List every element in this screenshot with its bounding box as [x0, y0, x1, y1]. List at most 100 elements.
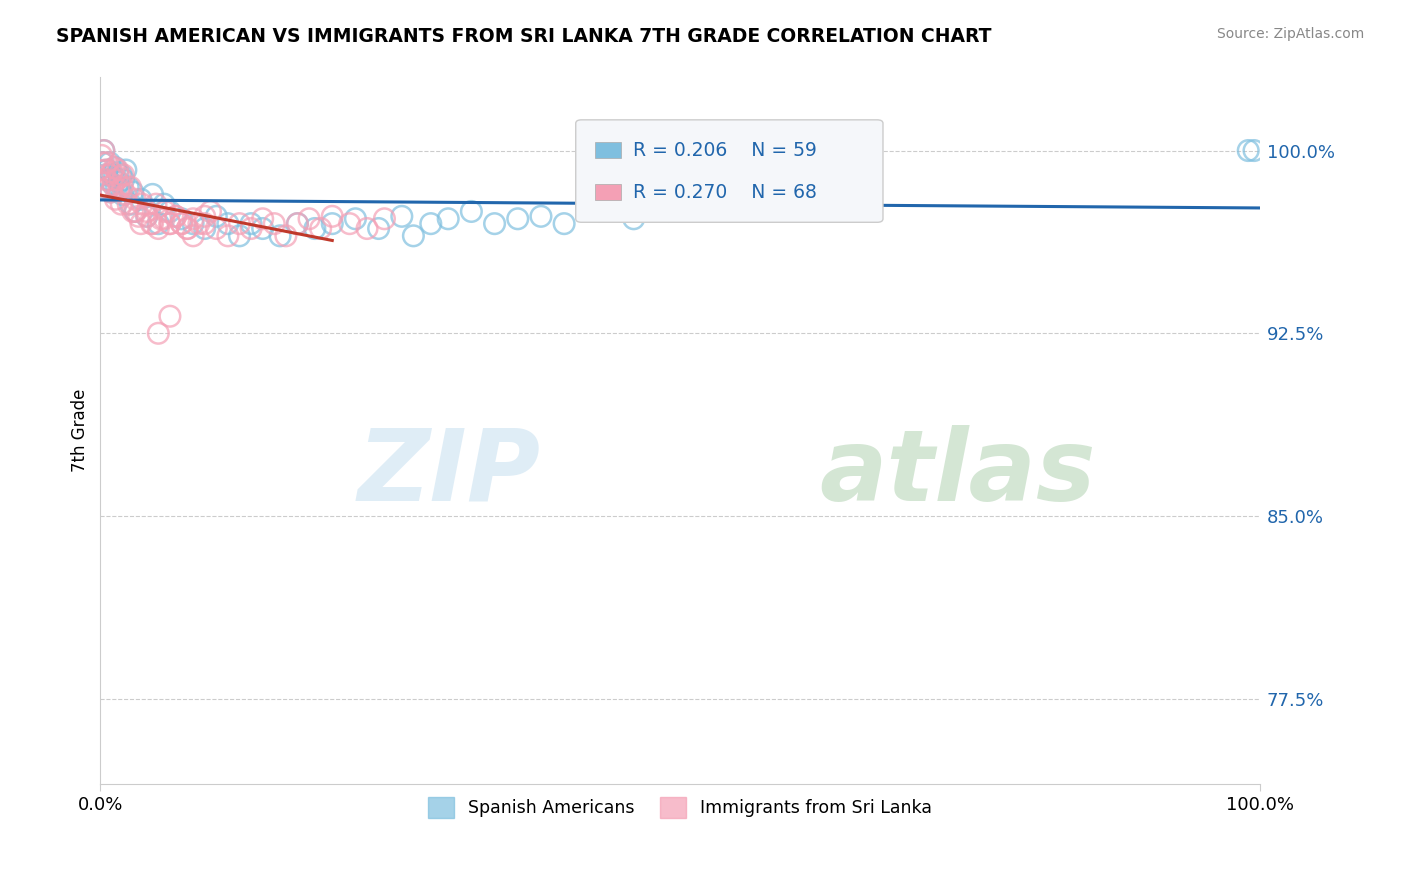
Point: [506, 211, 529, 226]
Point: [373, 211, 395, 226]
Point: [121, 204, 143, 219]
FancyBboxPatch shape: [575, 120, 883, 222]
Point: [194, 221, 217, 235]
Point: [101, 178, 124, 192]
Point: [104, 192, 127, 206]
Point: [128, 210, 150, 224]
Point: [356, 221, 378, 235]
Point: [181, 211, 204, 226]
Point: [148, 221, 170, 235]
Legend: Spanish Americans, Immigrants from Sri Lanka: Spanish Americans, Immigrants from Sri L…: [420, 789, 939, 825]
Point: [391, 210, 413, 224]
Point: [91, 155, 114, 169]
Point: [344, 211, 367, 226]
Point: [200, 204, 222, 219]
Point: [155, 204, 177, 219]
Point: [240, 217, 263, 231]
Point: [153, 211, 176, 226]
FancyBboxPatch shape: [596, 185, 621, 200]
Point: [145, 197, 167, 211]
Point: [240, 221, 263, 235]
Point: [120, 197, 142, 211]
Point: [141, 187, 163, 202]
Point: [484, 217, 506, 231]
Point: [205, 221, 228, 235]
Point: [149, 211, 172, 226]
Point: [321, 210, 343, 224]
Point: [108, 170, 131, 185]
Point: [165, 210, 187, 224]
Point: [170, 217, 193, 231]
Point: [553, 217, 575, 231]
Text: Source: ZipAtlas.com: Source: ZipAtlas.com: [1216, 27, 1364, 41]
Point: [159, 217, 181, 231]
Point: [135, 210, 157, 224]
Point: [1243, 144, 1265, 158]
Point: [94, 168, 117, 182]
Point: [623, 211, 645, 226]
Point: [703, 197, 725, 211]
Point: [263, 217, 285, 231]
Point: [121, 185, 143, 199]
Point: [105, 173, 128, 187]
Point: [187, 217, 209, 231]
Point: [309, 221, 332, 235]
Point: [115, 187, 138, 202]
Point: [93, 144, 115, 158]
Text: R = 0.270    N = 68: R = 0.270 N = 68: [633, 183, 817, 202]
Point: [93, 144, 115, 158]
Point: [100, 185, 122, 199]
Point: [101, 168, 124, 182]
Point: [110, 197, 132, 211]
Point: [252, 211, 274, 226]
Point: [181, 217, 204, 231]
Point: [112, 173, 135, 187]
Point: [194, 210, 217, 224]
Point: [419, 217, 441, 231]
Point: [97, 180, 120, 194]
Point: [107, 163, 129, 178]
Point: [117, 180, 139, 194]
Point: [274, 228, 297, 243]
Point: [159, 310, 181, 324]
Point: [94, 173, 117, 187]
Point: [217, 217, 239, 231]
Point: [129, 217, 152, 231]
Point: [176, 221, 198, 235]
Point: [103, 170, 125, 185]
Point: [287, 217, 309, 231]
Point: [110, 168, 132, 182]
Point: [159, 217, 181, 231]
Point: [269, 228, 291, 243]
Point: [100, 185, 122, 199]
Text: R = 0.206    N = 59: R = 0.206 N = 59: [633, 141, 817, 160]
Point: [96, 155, 118, 169]
Point: [96, 163, 118, 178]
Point: [170, 211, 193, 226]
Point: [94, 163, 117, 178]
Point: [120, 180, 142, 194]
Point: [97, 173, 120, 187]
Point: [165, 210, 187, 224]
Point: [367, 221, 389, 235]
Point: [657, 204, 679, 219]
Point: [124, 204, 146, 219]
Point: [131, 197, 153, 211]
Point: [115, 163, 138, 178]
Point: [298, 211, 321, 226]
Point: [129, 192, 152, 206]
Point: [124, 192, 146, 206]
Point: [108, 182, 131, 196]
Point: [153, 197, 176, 211]
Point: [287, 217, 309, 231]
Point: [141, 217, 163, 231]
Point: [135, 210, 157, 224]
FancyBboxPatch shape: [596, 143, 621, 158]
Point: [112, 168, 135, 182]
Point: [181, 228, 204, 243]
Point: [101, 165, 124, 179]
Point: [252, 221, 274, 235]
Point: [98, 155, 121, 169]
Point: [159, 204, 181, 219]
Point: [530, 210, 553, 224]
